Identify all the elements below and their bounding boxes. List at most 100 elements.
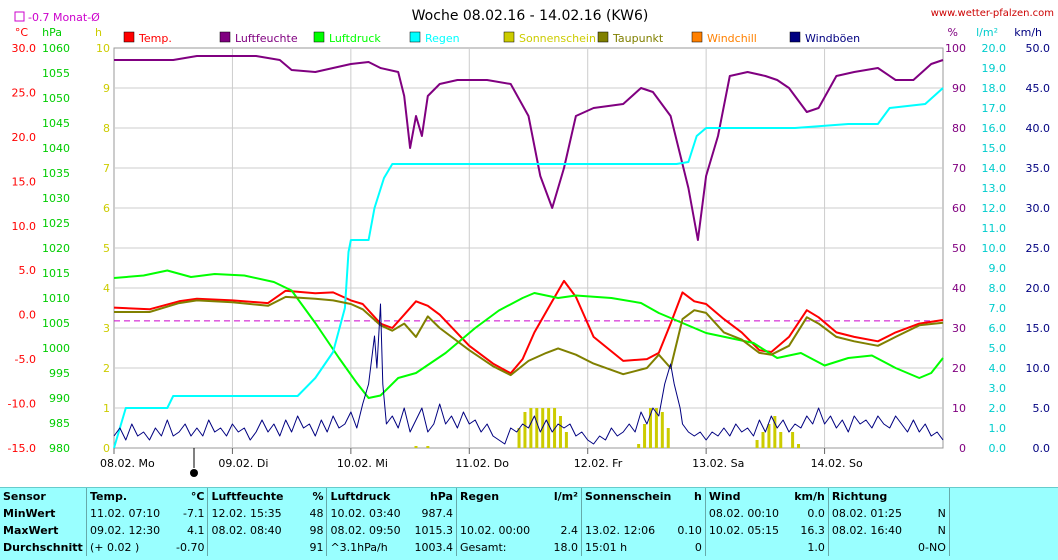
header-humidity-unit: % bbox=[312, 490, 324, 503]
header-direction: Richtung bbox=[827, 488, 915, 505]
rain-tick-label: 1.0 bbox=[989, 422, 1007, 435]
monthly-mean-icon bbox=[14, 11, 25, 22]
humidity-tick-label: 50 bbox=[952, 242, 966, 255]
pressure-value: 1015.3 bbox=[414, 524, 453, 537]
temp-time: 11.02. 07:10 bbox=[86, 505, 173, 522]
rain-tick-label: 13.0 bbox=[982, 182, 1007, 195]
sunshine-bar bbox=[666, 428, 670, 448]
pressure-tick-label: 1000 bbox=[42, 342, 70, 355]
x-tick-label: 12.02. Fr bbox=[574, 457, 623, 470]
sunshine-bar bbox=[779, 432, 783, 448]
temp-tick-label: -15.0 bbox=[8, 442, 36, 455]
rain-tick-label: 18.0 bbox=[982, 82, 1007, 95]
legend-swatch bbox=[789, 31, 801, 43]
humidity-tick-label: 30 bbox=[952, 322, 966, 335]
rain-time bbox=[455, 505, 541, 522]
wind-tick-label: 50.0 bbox=[1026, 42, 1051, 55]
sun-tick-label: 0 bbox=[103, 442, 110, 455]
wind-tick-label: 20.0 bbox=[1026, 282, 1051, 295]
sunshine-time: 15:01 h bbox=[580, 539, 675, 556]
rain-time: Gesamt: bbox=[455, 539, 541, 556]
temp-time: (+ 0.02 ) bbox=[86, 539, 173, 556]
temp-unit-label: °C bbox=[15, 26, 29, 39]
sunshine-bar bbox=[773, 416, 777, 448]
sun-tick-label: 1 bbox=[103, 402, 110, 415]
sunshine-bar bbox=[535, 408, 539, 448]
temp-value: 4.1 bbox=[186, 524, 205, 537]
wind-value: 1.0 bbox=[807, 541, 825, 554]
x-tick-label: 08.02. Mo bbox=[100, 457, 155, 470]
wind-tick-label: 35.0 bbox=[1026, 162, 1051, 175]
header-temp-unit: °C bbox=[190, 490, 205, 503]
rain-tick-label: 19.0 bbox=[982, 62, 1007, 75]
header-sensor: Sensor bbox=[3, 490, 46, 503]
pressure-time: ^3.1hPa/h bbox=[326, 539, 412, 556]
temp-tick-label: 5.0 bbox=[19, 264, 37, 277]
legend-label: Windböen bbox=[805, 32, 860, 45]
direction-time bbox=[827, 539, 915, 556]
sun-tick-label: 2 bbox=[103, 362, 110, 375]
legend-swatch bbox=[597, 31, 609, 43]
header-temp: Temp. bbox=[86, 488, 173, 505]
rain-tick-label: 7.0 bbox=[989, 302, 1007, 315]
pressure-unit-label: hPa bbox=[42, 26, 62, 39]
axes: 30.025.020.015.010.05.00.0-5.0-10.0-15.0… bbox=[8, 26, 1050, 477]
stats-row-average: Durchschnitt (+ 0.02 ) -0.70 91 ^3.1hPa/… bbox=[0, 539, 1058, 556]
wind-tick-label: 10.0 bbox=[1026, 362, 1051, 375]
sunshine-bar bbox=[797, 444, 801, 448]
temp-tick-label: 30.0 bbox=[12, 42, 37, 55]
rain-tick-label: 6.0 bbox=[989, 322, 1007, 335]
wind-time: 10.02. 05:15 bbox=[704, 522, 790, 539]
row-spacer bbox=[948, 522, 1058, 539]
series-line-Temp. bbox=[113, 279, 944, 375]
pressure-tick-label: 1050 bbox=[42, 92, 70, 105]
moon-phase-icon bbox=[190, 469, 198, 477]
series-line-Luftfeuchte bbox=[114, 55, 944, 241]
wind-tick-label: 45.0 bbox=[1026, 82, 1051, 95]
pressure-tick-label: 1030 bbox=[42, 192, 70, 205]
temp-time: 09.02. 12:30 bbox=[86, 522, 173, 539]
rain-time: 10.02. 00:00 bbox=[455, 522, 541, 539]
sunshine-bar bbox=[761, 432, 765, 448]
wind-unit-label: km/h bbox=[1014, 26, 1042, 39]
row-spacer bbox=[948, 505, 1058, 522]
direction-value: N bbox=[937, 524, 946, 537]
rain-tick-label: 2.0 bbox=[989, 402, 1007, 415]
sunshine-bar bbox=[547, 408, 551, 448]
humidity-unit-label: % bbox=[948, 26, 958, 39]
rain-tick-label: 16.0 bbox=[982, 122, 1007, 135]
sun-tick-label: 10 bbox=[96, 42, 110, 55]
header-pressure: Luftdruck bbox=[326, 488, 412, 505]
sunshine-bar bbox=[558, 416, 562, 448]
legend-label: Taupunkt bbox=[612, 32, 664, 45]
sunshine-bar bbox=[654, 408, 658, 448]
series-line-Luftdruck bbox=[113, 269, 944, 399]
header-pressure-unit: hPa bbox=[429, 490, 453, 503]
rain-tick-label: 5.0 bbox=[989, 342, 1007, 355]
rain-tick-label: 14.0 bbox=[982, 162, 1007, 175]
header-wind-unit: km/h bbox=[794, 490, 825, 503]
sunshine-bar bbox=[564, 432, 568, 448]
wind-tick-label: 40.0 bbox=[1026, 122, 1051, 135]
pressure-tick-label: 1035 bbox=[42, 167, 70, 180]
humidity-tick-label: 70 bbox=[952, 162, 966, 175]
rain-tick-label: 0.0 bbox=[989, 442, 1007, 455]
humidity-tick-label: 90 bbox=[952, 82, 966, 95]
header-rain: Regen bbox=[455, 488, 541, 505]
temp-value: -7.1 bbox=[183, 507, 205, 520]
weather-chart: Woche 08.02.16 - 14.02.16 (KW6) www.wett… bbox=[8, 8, 1054, 477]
site-link[interactable]: www.wetter-pfalzen.com bbox=[931, 8, 1054, 19]
humidity-tick-label: 20 bbox=[952, 362, 966, 375]
x-tick-label: 14.02. So bbox=[811, 457, 863, 470]
stats-row-min: MinWert 11.02. 07:10 -7.1 12.02. 15:35 4… bbox=[0, 505, 1058, 522]
rain-tick-label: 3.0 bbox=[989, 382, 1007, 395]
direction-time: 08.02. 16:40 bbox=[827, 522, 915, 539]
legend-label: Sonnenschein bbox=[519, 32, 596, 45]
rain-value: 2.4 bbox=[560, 524, 578, 537]
rain-value: 18.0 bbox=[553, 541, 578, 554]
sunshine-bar bbox=[648, 408, 652, 448]
wind-tick-label: 25.0 bbox=[1026, 242, 1051, 255]
row-label: Durchschnitt bbox=[3, 541, 83, 554]
header-sunshine-unit: h bbox=[694, 490, 702, 503]
stats-header-row: Sensor Temp. °C Luftfeuchte % Luftdruck … bbox=[0, 488, 1058, 505]
